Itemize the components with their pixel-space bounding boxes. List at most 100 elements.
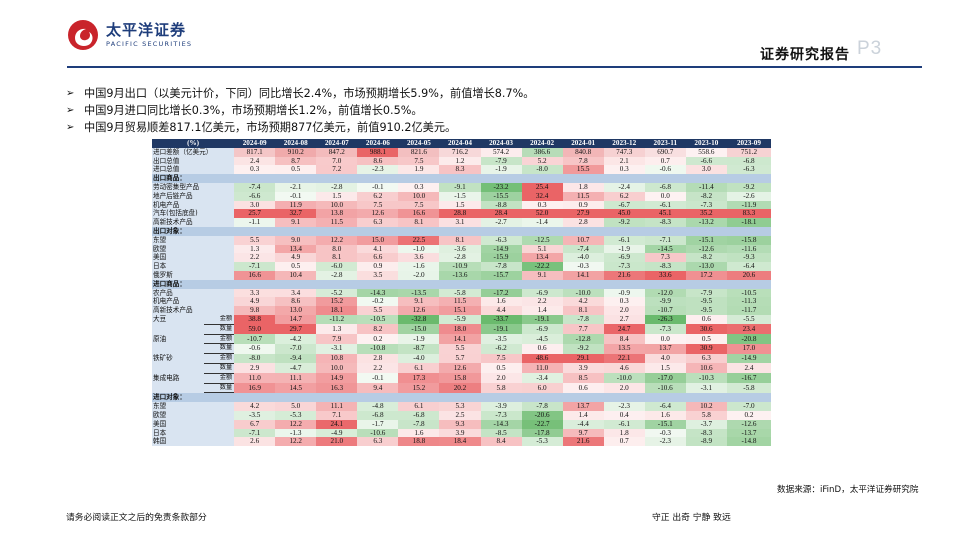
table-cell: -0.6 <box>234 343 276 354</box>
table-cell: 9.4 <box>357 383 399 393</box>
table-cell: 28.8 <box>439 209 481 219</box>
table-cell: 15.2 <box>398 383 440 393</box>
table-cell: 11.1 <box>316 402 358 411</box>
table-cell: -14.3 <box>480 419 522 429</box>
slogan-footer: 守正 出奇 宁静 致远 <box>652 513 731 523</box>
table-row: 农产品 3.3 3.4 -5.2 -14.3 -13.5 -5.8 -17.2 -6.9 -10.… <box>152 288 771 298</box>
table-cell: -3.1 <box>316 343 358 354</box>
table-cell: -17.2 <box>480 288 522 298</box>
header-date: 2024-05 <box>398 139 440 148</box>
table-cell: 0.5 <box>275 262 317 271</box>
table-row: 美国 6.7 12.2 24.1 -1.7 -7.8 9.3 -14.3 -22.7 -4.4 -6… <box>152 419 771 429</box>
table-cell: 8.4 <box>480 437 522 447</box>
row-sublabel: 金额 <box>204 353 235 364</box>
table-cell: 13.5 <box>603 343 645 354</box>
table-cell: 847.2 <box>316 147 358 157</box>
table-cell: -7.9 <box>480 156 522 166</box>
table-cell: -26.3 <box>644 314 686 325</box>
table-cell: -6.1 <box>603 235 645 245</box>
table-row: 韩国 2.6 12.2 21.0 6.3 18.8 18.4 8.4 -5.3 21.6 0.7 -2… <box>152 437 771 447</box>
table-cell: -7.1 <box>644 235 686 245</box>
table-cell: -10.6 <box>644 383 686 393</box>
table-row: 出口总值 2.4 8.7 7.0 8.6 7.5 1.2 -7.9 5.2 7.8 2.1 0.7 -6… <box>152 156 771 166</box>
row-sublabel: 金额 <box>204 373 235 384</box>
arrow-bullet-icon: ➢ <box>66 105 75 116</box>
table-cell: 0.2 <box>726 410 771 420</box>
table-cell: 12.2 <box>275 419 317 429</box>
header-date: 2024-03 <box>480 139 522 148</box>
table-cell: 8.3 <box>439 165 481 175</box>
table-cell: -6.3 <box>726 165 771 175</box>
table-cell: -19.1 <box>480 324 522 335</box>
table-cell: 16.6 <box>234 270 276 280</box>
table-cell: -4.5 <box>521 334 563 344</box>
table-cell: -12.6 <box>685 244 727 254</box>
table-cell: 15.1 <box>439 306 481 315</box>
table-cell: -23.2 <box>480 182 522 192</box>
table-cell: 0.0 <box>644 191 686 201</box>
table-cell: -13.7 <box>726 428 771 438</box>
table-cell: -9.5 <box>685 306 727 315</box>
table-cell: -4.0 <box>398 353 440 364</box>
table-cell: -6.2 <box>480 343 522 354</box>
table-cell: 1.8 <box>603 428 645 438</box>
section-title: 出口商品： <box>152 174 771 183</box>
table-cell: 2.2 <box>234 253 276 263</box>
table-cell: 5.1 <box>521 244 563 254</box>
table-cell: 10.7 <box>562 235 604 245</box>
table-cell: -6.9 <box>521 324 563 335</box>
table-row: 机电产品 3.0 11.9 10.0 7.5 7.5 1.5 -8.8 0.3 0.9 -6.7 -6… <box>152 200 771 210</box>
table-cell: -10.0 <box>562 288 604 298</box>
row-label: 美国 <box>152 253 235 263</box>
table-cell: 2.6 <box>234 437 276 447</box>
table-row: 数量 2.9 -4.7 10.0 2.2 6.1 12.6 0.5 11.0 3.9 4.6 1.5 1… <box>152 363 771 374</box>
table-cell: -7.1 <box>234 262 276 271</box>
header-date: 2024-09 <box>234 139 276 148</box>
header-date: 2023-09 <box>726 139 771 148</box>
table-cell: -5.8 <box>439 288 481 298</box>
table-cell: -10.7 <box>644 306 686 315</box>
table-cell: 5.5 <box>357 306 399 315</box>
table-cell: 5.5 <box>439 343 481 354</box>
table-cell: 33.6 <box>644 270 686 280</box>
row-label <box>152 343 205 354</box>
table-row: 高新技术产品 -1.1 9.1 11.5 6.3 8.1 3.1 -2.7 -1.4 2.8 -9.… <box>152 218 771 227</box>
row-sublabel: 金额 <box>204 314 235 325</box>
table-cell: 558.6 <box>685 147 727 157</box>
table-cell: -15.8 <box>726 235 771 245</box>
table-cell: -7.4 <box>562 244 604 254</box>
table-cell: -0.3 <box>562 262 604 271</box>
table-cell: 716.2 <box>439 147 481 157</box>
table-cell: 38.8 <box>234 314 276 325</box>
header-date: 2023-12 <box>603 139 645 148</box>
logo-name-cn: 太平洋证券 <box>106 20 187 39</box>
table-row: 俄罗斯 16.6 10.4 -2.8 3.5 -2.0 -13.6 -15.7 9.1 14.1 2… <box>152 270 771 280</box>
row-label: 美国 <box>152 419 235 429</box>
table-cell: 8.1 <box>316 253 358 263</box>
table-cell: -7.8 <box>398 419 440 429</box>
table-cell: 12.6 <box>357 209 399 219</box>
table-cell: 7.5 <box>480 353 522 364</box>
table-cell: 4.9 <box>275 253 317 263</box>
table-cell: 0.7 <box>603 437 645 447</box>
table-row: 数量 16.9 14.5 16.3 9.4 15.2 20.2 5.8 6.0 0.6 2.0 -10… <box>152 383 771 394</box>
table-cell: 0.6 <box>562 383 604 393</box>
table-cell: 8.7 <box>275 156 317 166</box>
table-cell: -13.6 <box>439 270 481 280</box>
table-cell: 52.0 <box>521 209 563 219</box>
table-cell: -6.0 <box>316 262 358 271</box>
bullet-text: 中国9月进口同比增长0.3%，市场预期增长1.2%，前值增长0.5%。 <box>84 104 423 117</box>
table-row: 机电产品 4.9 8.6 15.2 -0.2 9.1 11.5 1.6 2.2 4.2 0.3 -9.… <box>152 297 771 307</box>
table-cell: 21.6 <box>603 270 645 280</box>
table-cell: -16.7 <box>726 373 771 384</box>
section-row: 进口对象： <box>152 392 771 403</box>
table-cell: 2.7 <box>603 314 645 325</box>
table-row: 铁矿砂 金额 -8.0 -9.4 10.8 2.8 -4.0 5.7 7.5 48.6 29.1 22… <box>152 353 771 364</box>
section-row: 进口商品： <box>152 279 771 289</box>
table-cell: -2.4 <box>603 182 645 192</box>
page-number: P3 <box>857 38 883 59</box>
table-cell: 13.7 <box>644 343 686 354</box>
table-cell: -33.7 <box>480 314 522 325</box>
table-cell: 14.1 <box>562 270 604 280</box>
table-cell: 16.9 <box>234 383 276 393</box>
